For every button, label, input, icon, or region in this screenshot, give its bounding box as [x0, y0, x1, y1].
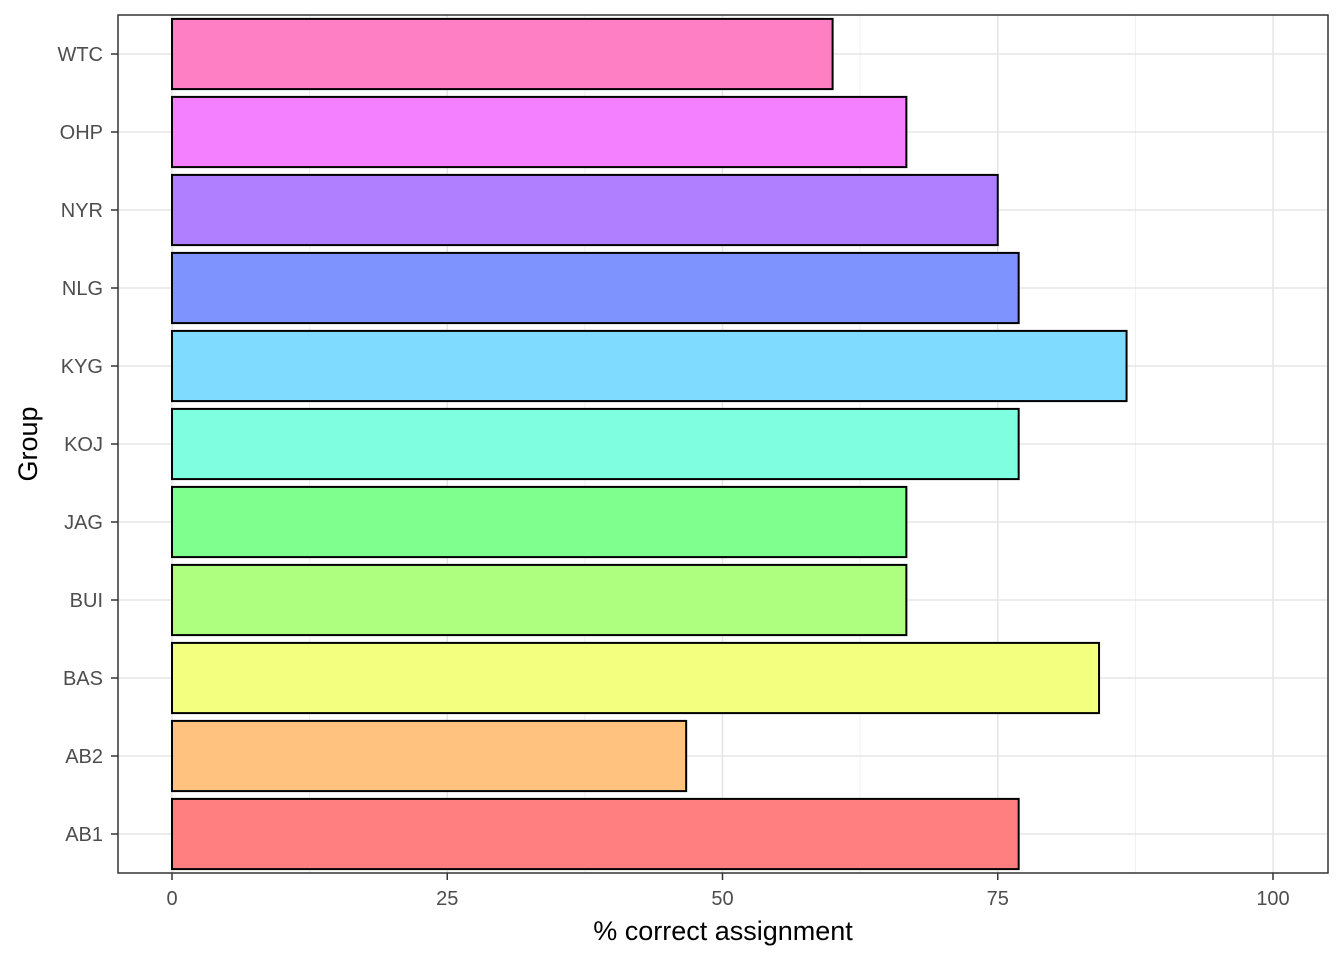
x-tick-label-100: 100	[1256, 888, 1289, 910]
x-tick-label-0: 0	[166, 888, 177, 910]
bar-wtc	[171, 17, 834, 91]
bar-ab2	[171, 719, 688, 793]
bar-bas	[171, 641, 1101, 715]
bar-nyr	[171, 173, 999, 247]
x-tick-label-25: 25	[436, 888, 458, 910]
bar-bui	[171, 563, 908, 637]
x-axis-title: % correct assignment	[593, 916, 853, 946]
y-tick-label-ab1: AB1	[65, 824, 103, 846]
y-tick-label-bui: BUI	[70, 590, 103, 612]
y-tick-label-kyg: KYG	[61, 356, 103, 378]
bar-kyg	[171, 329, 1128, 403]
bar-ab1	[171, 797, 1020, 871]
y-tick-label-ab2: AB2	[65, 746, 103, 768]
y-tick-label-wtc: WTC	[57, 44, 103, 66]
y-tick-label-bas: BAS	[63, 668, 103, 690]
x-tick-label-50: 50	[711, 888, 733, 910]
y-axis-title: Group	[13, 406, 43, 481]
x-tick-label-75: 75	[987, 888, 1009, 910]
y-axis: AB1 AB2 BAS BUI JAG KOJ KYG NLG NYR OHP WTC	[57, 44, 118, 846]
bar-jag	[171, 485, 908, 559]
y-tick-label-nyr: NYR	[61, 200, 103, 222]
y-tick-label-ohp: OHP	[60, 122, 103, 144]
bar-koj	[171, 407, 1020, 481]
bar-ohp	[171, 95, 908, 169]
y-tick-label-nlg: NLG	[62, 278, 103, 300]
bar-nlg	[171, 251, 1020, 325]
y-tick-label-jag: JAG	[64, 512, 103, 534]
x-axis: 0 25 50 75 100	[166, 873, 1290, 910]
bars	[171, 17, 1128, 871]
y-tick-label-koj: KOJ	[64, 434, 103, 456]
